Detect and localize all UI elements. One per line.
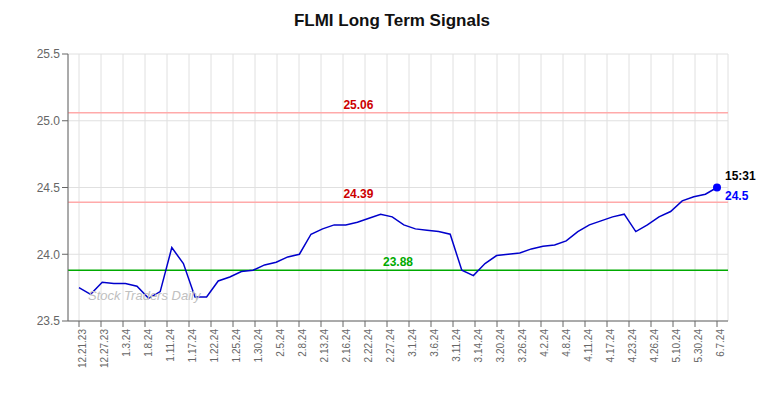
svg-text:5.10.24: 5.10.24: [671, 329, 682, 363]
svg-text:24.39: 24.39: [343, 187, 373, 201]
svg-text:1.30.24: 1.30.24: [253, 329, 264, 363]
svg-text:1.22.24: 1.22.24: [209, 329, 220, 363]
svg-text:4.2.24: 4.2.24: [539, 329, 550, 357]
svg-text:3.26.24: 3.26.24: [517, 329, 528, 363]
svg-text:1.3.24: 1.3.24: [121, 329, 132, 357]
svg-text:24.5: 24.5: [725, 189, 749, 203]
svg-text:2.27.24: 2.27.24: [385, 329, 396, 363]
svg-text:3.1.24: 3.1.24: [407, 329, 418, 357]
svg-text:4.8.24: 4.8.24: [561, 329, 572, 357]
svg-text:25.5: 25.5: [37, 47, 61, 61]
svg-text:4.23.24: 4.23.24: [627, 329, 638, 363]
html-text:FLMI Long Term Signals: FLMI Long Term Signals: [293, 11, 491, 30]
svg-text:4.26.24: 4.26.24: [649, 329, 660, 363]
svg-text:24.5: 24.5: [37, 181, 61, 195]
svg-text:24.0: 24.0: [37, 248, 61, 262]
svg-text:2.8.24: 2.8.24: [297, 329, 308, 357]
svg-text:3.14.24: 3.14.24: [473, 329, 484, 363]
svg-text:23.88: 23.88: [383, 255, 413, 269]
svg-text:4.17.24: 4.17.24: [605, 329, 616, 363]
svg-text:12.21.23: 12.21.23: [77, 329, 88, 368]
svg-text:2.22.24: 2.22.24: [363, 329, 374, 363]
svg-text:12.27.23: 12.27.23: [99, 329, 110, 368]
svg-text:6.7.24: 6.7.24: [715, 329, 726, 357]
svg-text:2.13.24: 2.13.24: [319, 329, 330, 363]
svg-text:25.06: 25.06: [343, 98, 373, 112]
svg-text:3.6.24: 3.6.24: [429, 329, 440, 357]
svg-text:4.11.24: 4.11.24: [583, 329, 594, 362]
svg-text:3.11.24: 3.11.24: [451, 329, 462, 362]
html-text:Stock Traders Daily: Stock Traders Daily: [88, 288, 201, 303]
svg-text:15:31: 15:31: [725, 169, 756, 183]
svg-text:3.20.24: 3.20.24: [495, 329, 506, 363]
svg-text:5.30.24: 5.30.24: [693, 329, 704, 363]
svg-text:2.5.24: 2.5.24: [275, 329, 286, 357]
svg-text:23.5: 23.5: [37, 314, 61, 328]
svg-text:2.16.24: 2.16.24: [341, 329, 352, 363]
svg-text:1.17.24: 1.17.24: [187, 329, 198, 363]
svg-text:1.11.24: 1.11.24: [165, 329, 176, 362]
svg-text:1.8.24: 1.8.24: [143, 329, 154, 357]
svg-text:1.25.24: 1.25.24: [231, 329, 242, 363]
svg-text:25.0: 25.0: [37, 114, 61, 128]
